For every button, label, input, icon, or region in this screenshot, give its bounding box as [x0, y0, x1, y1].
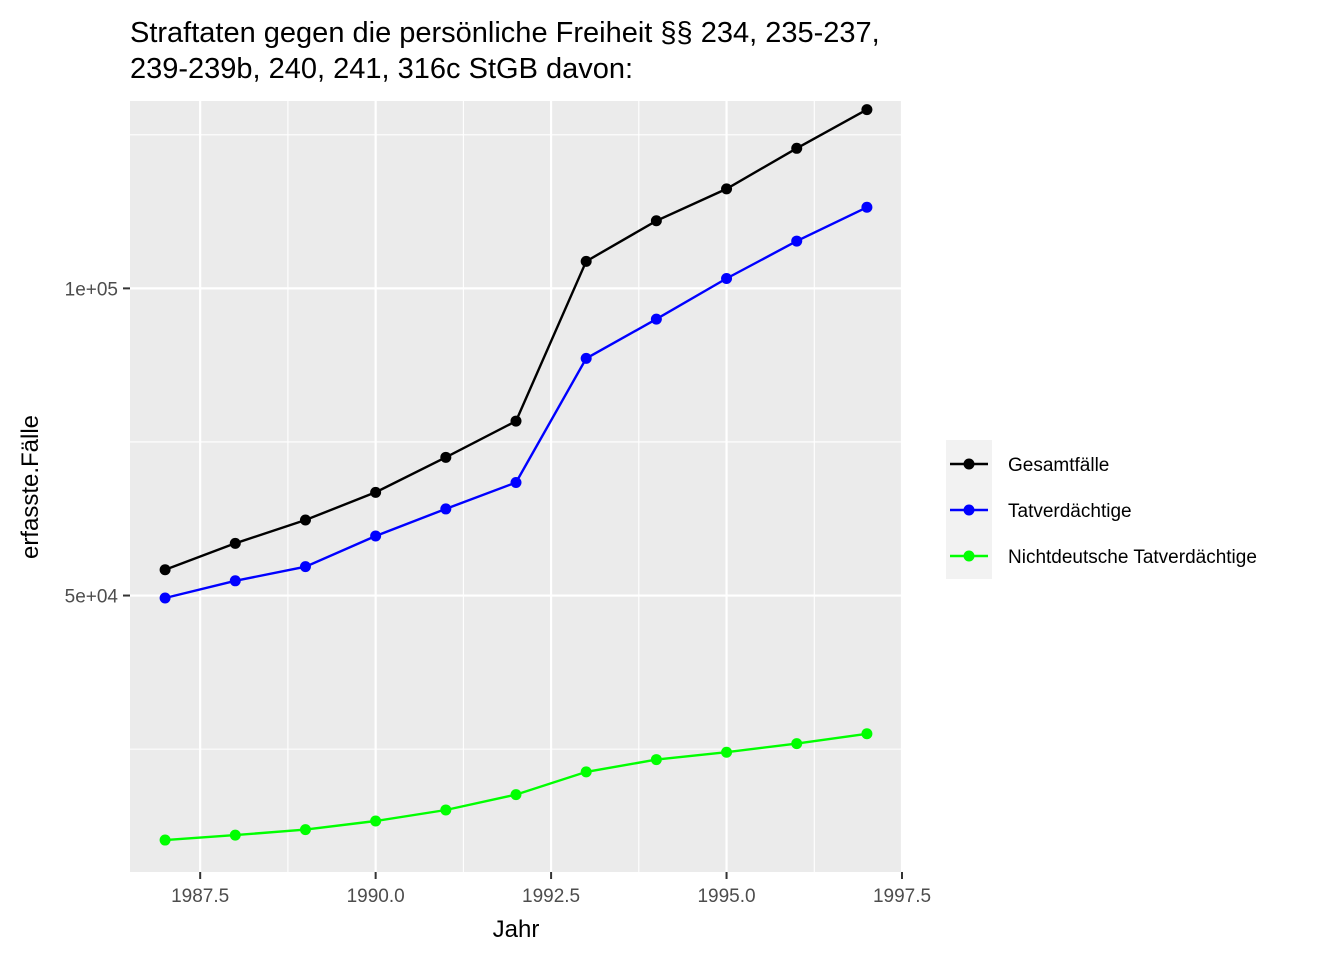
data-point: [861, 201, 873, 213]
data-point: [721, 746, 733, 758]
legend-item: Tatverdächtige: [950, 501, 1132, 522]
y-tick-label: 5e+04: [65, 587, 119, 608]
grid-minor: [111, 101, 902, 872]
data-point: [370, 530, 382, 542]
legend-label: Nichtdeutsche Tatverdächtige: [1008, 547, 1257, 568]
data-point: [580, 766, 592, 778]
data-point: [229, 537, 241, 549]
data-point: [721, 273, 733, 285]
legend-key-point: [963, 458, 975, 470]
data-point: [861, 104, 873, 116]
data-point: [721, 183, 733, 195]
tick-labels: 1987.5 1990.0 1992.5 1995.0 1997.5 5e+04 1e+05: [65, 279, 931, 907]
data-point: [440, 503, 452, 515]
data-point: [229, 829, 241, 841]
data-point: [650, 313, 662, 325]
data-point: [510, 477, 522, 489]
chart-title-line-1: Straftaten gegen die persönliche Freihei…: [130, 17, 880, 49]
y-axis-title: erfasste.Fälle: [17, 415, 44, 559]
data-point: [580, 352, 592, 364]
data-point: [159, 592, 171, 604]
data-point: [370, 486, 382, 498]
y-tick-label: 1e+05: [65, 279, 118, 300]
chart-title: Straftaten gegen die persönliche Freihei…: [130, 17, 880, 85]
data-point: [791, 142, 803, 154]
x-tick-label: 1997.5: [873, 886, 931, 907]
data-point: [370, 815, 382, 827]
legend-label: Gesamtfälle: [1008, 455, 1109, 476]
x-axis-title: Jahr: [493, 916, 540, 943]
axis-ticks: [123, 287, 903, 879]
series-3: [159, 728, 873, 846]
x-tick-label: 1995.0: [697, 886, 755, 907]
data-point: [440, 451, 452, 463]
data-point: [159, 834, 171, 846]
data-point: [299, 561, 311, 573]
data-point: [650, 754, 662, 766]
data-point: [650, 215, 662, 227]
data-point: [791, 235, 803, 247]
data-point: [299, 824, 311, 836]
x-tick-label: 1987.5: [171, 886, 229, 907]
legend-item: Nichtdeutsche Tatverdächtige: [950, 547, 1257, 568]
data-point: [229, 575, 241, 587]
legend: Gesamtfälle Tatverdächtige Nichtdeutsche T…: [946, 440, 1257, 579]
data-point: [791, 738, 803, 750]
data-point: [299, 514, 311, 526]
legend-item: Gesamtfälle: [950, 455, 1109, 476]
series-layer: [159, 104, 873, 846]
chart-title-line-2: 239-239b, 240, 241, 316c StGB davon:: [130, 53, 633, 85]
legend-key-point: [963, 504, 975, 516]
legend-label: Tatverdächtige: [1008, 501, 1132, 522]
x-tick-label: 1992.5: [522, 886, 580, 907]
series-2: [159, 201, 873, 604]
x-tick-label: 1990.0: [347, 886, 405, 907]
data-point: [510, 415, 522, 427]
grid-major: [130, 101, 904, 872]
legend-key-point: [963, 550, 975, 562]
series-1: [159, 104, 873, 576]
data-point: [510, 789, 522, 801]
data-point: [159, 564, 171, 576]
data-point: [440, 804, 452, 816]
data-point: [580, 255, 592, 267]
data-point: [861, 728, 873, 740]
